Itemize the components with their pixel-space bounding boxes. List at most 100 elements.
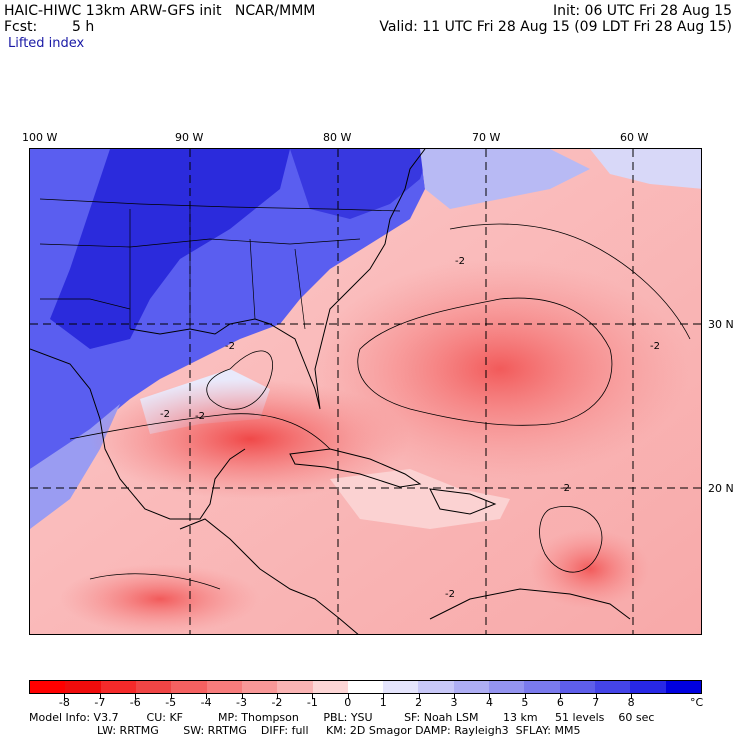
legend-tick-label: 1	[379, 696, 387, 709]
legend-tick	[170, 694, 172, 699]
legend-swatch	[65, 681, 101, 693]
legend-swatch	[206, 681, 242, 693]
contour-lines	[69, 223, 691, 590]
lon-label-70w: 70 W	[472, 131, 501, 144]
contour-1	[206, 350, 273, 410]
legend-tick-label: -8	[58, 696, 70, 709]
gulf-coastline	[30, 348, 246, 520]
footer-physics-info: LW: RRTMG SW: RRTMG DIFF: full KM: 2D Sm…	[97, 724, 581, 737]
lat-lon-grid	[30, 149, 701, 634]
legend-tick-label: 4	[485, 696, 493, 709]
color-legend	[29, 680, 702, 694]
legend-tick-label: -4	[200, 696, 212, 709]
lon-label-60w: 60 W	[620, 131, 649, 144]
legend-swatch	[241, 681, 278, 693]
legend-tick-label: 2	[415, 696, 423, 709]
coastlines	[30, 149, 631, 634]
legend-tick	[135, 694, 137, 699]
legend-swatch	[30, 681, 66, 693]
lat-label-30n: 30 N	[708, 318, 734, 331]
legend-swatch	[171, 681, 207, 693]
footer-model-info: Model Info: V3.7 CU: KF MP: Thompson PBL…	[29, 711, 655, 724]
forecast-label: Fcst:	[4, 19, 38, 35]
lifted-index-map: -2 -2 -2 -2 -2 -2 -2	[29, 148, 702, 635]
contour-label: -2	[455, 256, 465, 267]
legend-tick	[64, 694, 66, 699]
legend-swatch	[383, 681, 419, 693]
contour-labels: -2 -2 -2 -2 -2 -2 -2	[160, 256, 660, 600]
legend-swatch	[630, 681, 666, 693]
legend-tick-label: -3	[236, 696, 247, 709]
map-svg: -2 -2 -2 -2 -2 -2 -2	[30, 149, 701, 634]
legend-tick-label: 0	[344, 696, 352, 709]
legend-swatch	[135, 681, 172, 693]
contour-label: -2	[445, 589, 455, 600]
field-name: Lifted index	[8, 36, 85, 51]
valid-time: Valid: 11 UTC Fri 28 Aug 15 (09 LDT Fri …	[379, 19, 732, 35]
legend-tick-label: -5	[165, 696, 177, 709]
legend-tick-label: 5	[521, 696, 529, 709]
legend-swatch	[559, 681, 595, 693]
legend-tick	[595, 694, 597, 699]
ne-neutral-area	[590, 149, 701, 189]
atlantic-unstable-core	[310, 259, 690, 479]
legend-tick	[454, 694, 456, 699]
legend-tick	[489, 694, 491, 699]
lat-label-20n: 20 N	[708, 482, 734, 495]
very-stable-air-region	[50, 149, 290, 349]
legend-tick	[560, 694, 562, 699]
stable-air-east	[290, 149, 430, 219]
contour-4	[449, 223, 691, 340]
contour-2	[357, 297, 613, 426]
legend-tick-label: -1	[306, 696, 318, 709]
legend-tick-label: -2	[271, 696, 283, 709]
contour-3	[69, 413, 331, 450]
contour-label: -2	[560, 483, 570, 494]
legend-tick	[383, 694, 385, 699]
legend-tick-label: 7	[592, 696, 600, 709]
contour-label: -2	[650, 341, 660, 352]
contour-6	[89, 573, 221, 590]
central-america-coast	[179, 518, 359, 634]
init-time: Init: 06 UTC Fri 28 Aug 15	[552, 3, 732, 19]
legend-swatch	[312, 681, 348, 693]
cuba-outline	[289, 448, 422, 488]
legend-swatch	[453, 681, 490, 693]
legend-swatch	[347, 681, 384, 693]
caribbean-unstable-core	[530, 529, 650, 609]
legend-tick	[631, 694, 633, 699]
legend-tick	[241, 694, 243, 699]
legend-tick-label: -6	[129, 696, 141, 709]
forecast-hour: 5 h	[72, 19, 95, 35]
us-east-coastline	[129, 149, 426, 410]
lon-label-100w: 100 W	[22, 131, 58, 144]
contour-label: -2	[225, 341, 235, 352]
legend-tick-label: -7	[94, 696, 106, 709]
border-line-7	[40, 298, 131, 310]
lon-label-90w: 90 W	[175, 131, 204, 144]
legend-swatch	[489, 681, 525, 693]
south-america-coast	[429, 588, 631, 620]
lon-label-80w: 80 W	[323, 131, 352, 144]
legend-tick	[312, 694, 314, 699]
legend-tick	[206, 694, 208, 699]
legend-swatch	[277, 681, 313, 693]
legend-unit: °C	[690, 696, 704, 709]
legend-tick	[418, 694, 420, 699]
pacific-unstable-core	[60, 564, 260, 634]
contour-label: -2	[160, 409, 170, 420]
caribbean-light-area	[330, 469, 510, 529]
legend-tick-label: 3	[450, 696, 458, 709]
contour-5	[539, 506, 603, 573]
contour-label: -2	[195, 411, 205, 422]
legend-swatch	[100, 681, 136, 693]
border-line-6	[294, 248, 306, 330]
legend-tick	[524, 694, 526, 699]
border-line-1	[39, 198, 401, 212]
legend-tick	[276, 694, 278, 699]
legend-swatch	[524, 681, 560, 693]
legend-tick-label: 8	[627, 696, 635, 709]
border-line-5	[249, 238, 256, 320]
hispaniola-outline	[429, 488, 497, 515]
legend-swatch	[665, 681, 701, 693]
